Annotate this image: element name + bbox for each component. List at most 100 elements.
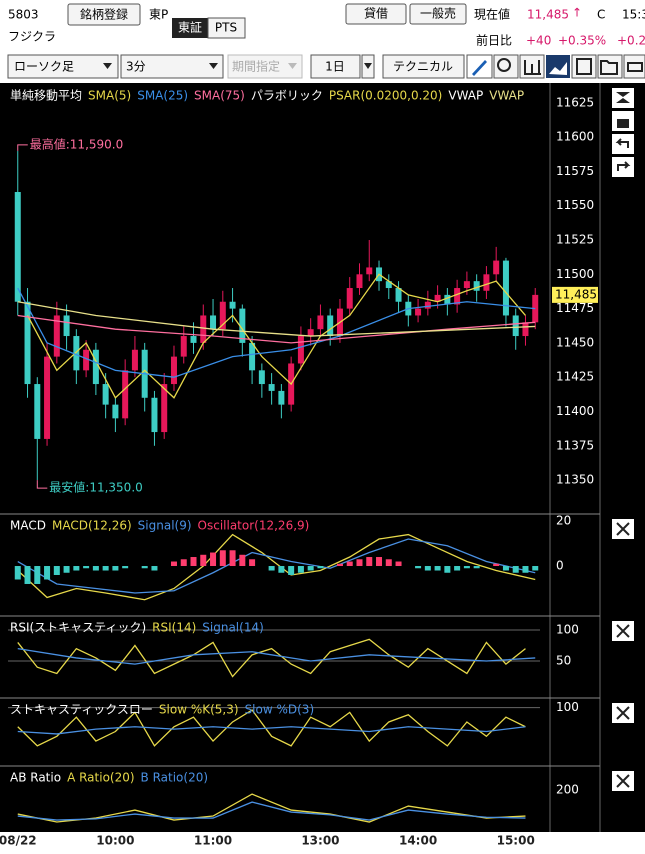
x-tick-label: 14:00 [399, 834, 437, 848]
legend-label: B Ratio(20) [141, 771, 209, 785]
legend-label: MACD [10, 519, 46, 533]
interval-select[interactable] [120, 54, 224, 79]
time: 15:3 [622, 8, 645, 22]
x-tick-label: 15:00 [497, 834, 535, 848]
oscillator-bar [444, 566, 451, 573]
indicator-line [17, 726, 526, 735]
chart-controls [612, 88, 634, 177]
zoom-icon [497, 58, 511, 72]
indicator-line [17, 287, 536, 378]
save-icon [576, 58, 592, 75]
oscillator-bar [73, 566, 80, 571]
candle-body [278, 390, 285, 405]
oscillator-bar [288, 566, 295, 575]
legend-label: Signal(14) [202, 621, 264, 635]
redo-button[interactable] [612, 157, 634, 177]
oscillator-bar [239, 554, 246, 567]
y-tick-label: 11625 [556, 95, 594, 109]
x-tick-label: 08/22 [0, 834, 37, 848]
candle-body [415, 308, 422, 316]
period-select[interactable] [227, 54, 303, 79]
oscillator-bar [34, 566, 41, 584]
interval-label: 3分 [126, 60, 146, 74]
close-icon [616, 706, 630, 720]
kind-label: ローソク足 [14, 60, 74, 74]
pts-tab[interactable] [207, 17, 246, 39]
y-tick-label: 11450 [556, 335, 594, 349]
candle-body [102, 384, 109, 405]
oscillator-bar [424, 566, 431, 571]
indicator-line [17, 638, 526, 678]
time-axis-strip [0, 832, 645, 850]
y-tick-label: 200 [556, 783, 579, 797]
annotation-arrow [36, 480, 48, 489]
candle-body [473, 281, 480, 291]
candle-body [122, 370, 129, 419]
oscillator-bar [180, 559, 187, 567]
candle-body [463, 281, 470, 289]
tse-tab[interactable] [172, 18, 208, 38]
kind-select[interactable] [7, 54, 119, 79]
legend-label: VWAP [489, 89, 524, 103]
candle-body [219, 301, 226, 330]
sell-label: 一般売 [420, 6, 456, 21]
margin-button[interactable] [345, 3, 407, 25]
legend-label: AB Ratio [10, 771, 61, 785]
oscillator-bar [170, 561, 177, 567]
oscillator-bar [53, 566, 60, 575]
candle-body [112, 404, 119, 419]
candle-body [63, 315, 70, 337]
collapse-icon [616, 92, 630, 103]
oscillator-bar [454, 566, 461, 571]
indicator-line [17, 793, 526, 823]
oscillator-bar [346, 561, 353, 567]
indicator-line [17, 709, 526, 747]
indicator-line [17, 301, 536, 337]
oscillator-bar [434, 566, 441, 571]
candle-body [161, 384, 168, 433]
oscillator-bar [395, 561, 402, 567]
legend-label: VWAP [448, 89, 483, 103]
print-tool[interactable] [623, 54, 645, 79]
margin-label: 貸借 [364, 6, 388, 21]
tse-label: 東証 [178, 21, 202, 35]
oscillator-bar [336, 563, 343, 567]
pts-label: PTS [215, 21, 237, 35]
y-tick-label: 11350 [556, 473, 594, 487]
candle-body [512, 315, 519, 337]
candle-body [356, 274, 363, 289]
y-tick-label: 20 [556, 514, 571, 528]
print-icon [627, 62, 643, 72]
y-tick-label: 11375 [556, 438, 594, 452]
period-label: 期間指定 [232, 59, 280, 74]
candle-body [83, 349, 90, 371]
legend-label: Signal(9) [138, 519, 192, 533]
register-button[interactable] [67, 3, 141, 26]
oscillator-bar [141, 566, 148, 569]
span-select[interactable] [310, 54, 361, 79]
oscillator-bar [502, 566, 509, 571]
candle-body [366, 267, 373, 275]
legend-label: RSI(14) [152, 621, 196, 635]
legend-label: RSI(ストキャスティック) [10, 621, 146, 635]
annotation: 最安値:11,350.0 [49, 480, 142, 495]
annotation-arrow [17, 144, 28, 151]
change: +40 [526, 34, 551, 48]
dropdown-arrow [209, 63, 218, 69]
indicator-line [17, 647, 536, 665]
folder-icon [600, 60, 618, 75]
candle-body [170, 356, 177, 385]
stock-name: フジクラ [8, 30, 56, 44]
legend-label: SMA(75) [194, 89, 245, 103]
oscillator-bar [102, 566, 109, 571]
dropdown-arrow [288, 63, 297, 69]
sell-button[interactable] [409, 3, 467, 25]
candle-body [502, 260, 509, 316]
oscillator-bar [190, 557, 197, 567]
technical-button[interactable] [382, 54, 465, 79]
undo-button[interactable] [612, 134, 634, 154]
oscillator-bar [229, 550, 236, 567]
x-tick-label: 11:00 [194, 834, 232, 848]
oscillator-bar [356, 559, 363, 567]
span-label: 1日 [325, 60, 345, 74]
